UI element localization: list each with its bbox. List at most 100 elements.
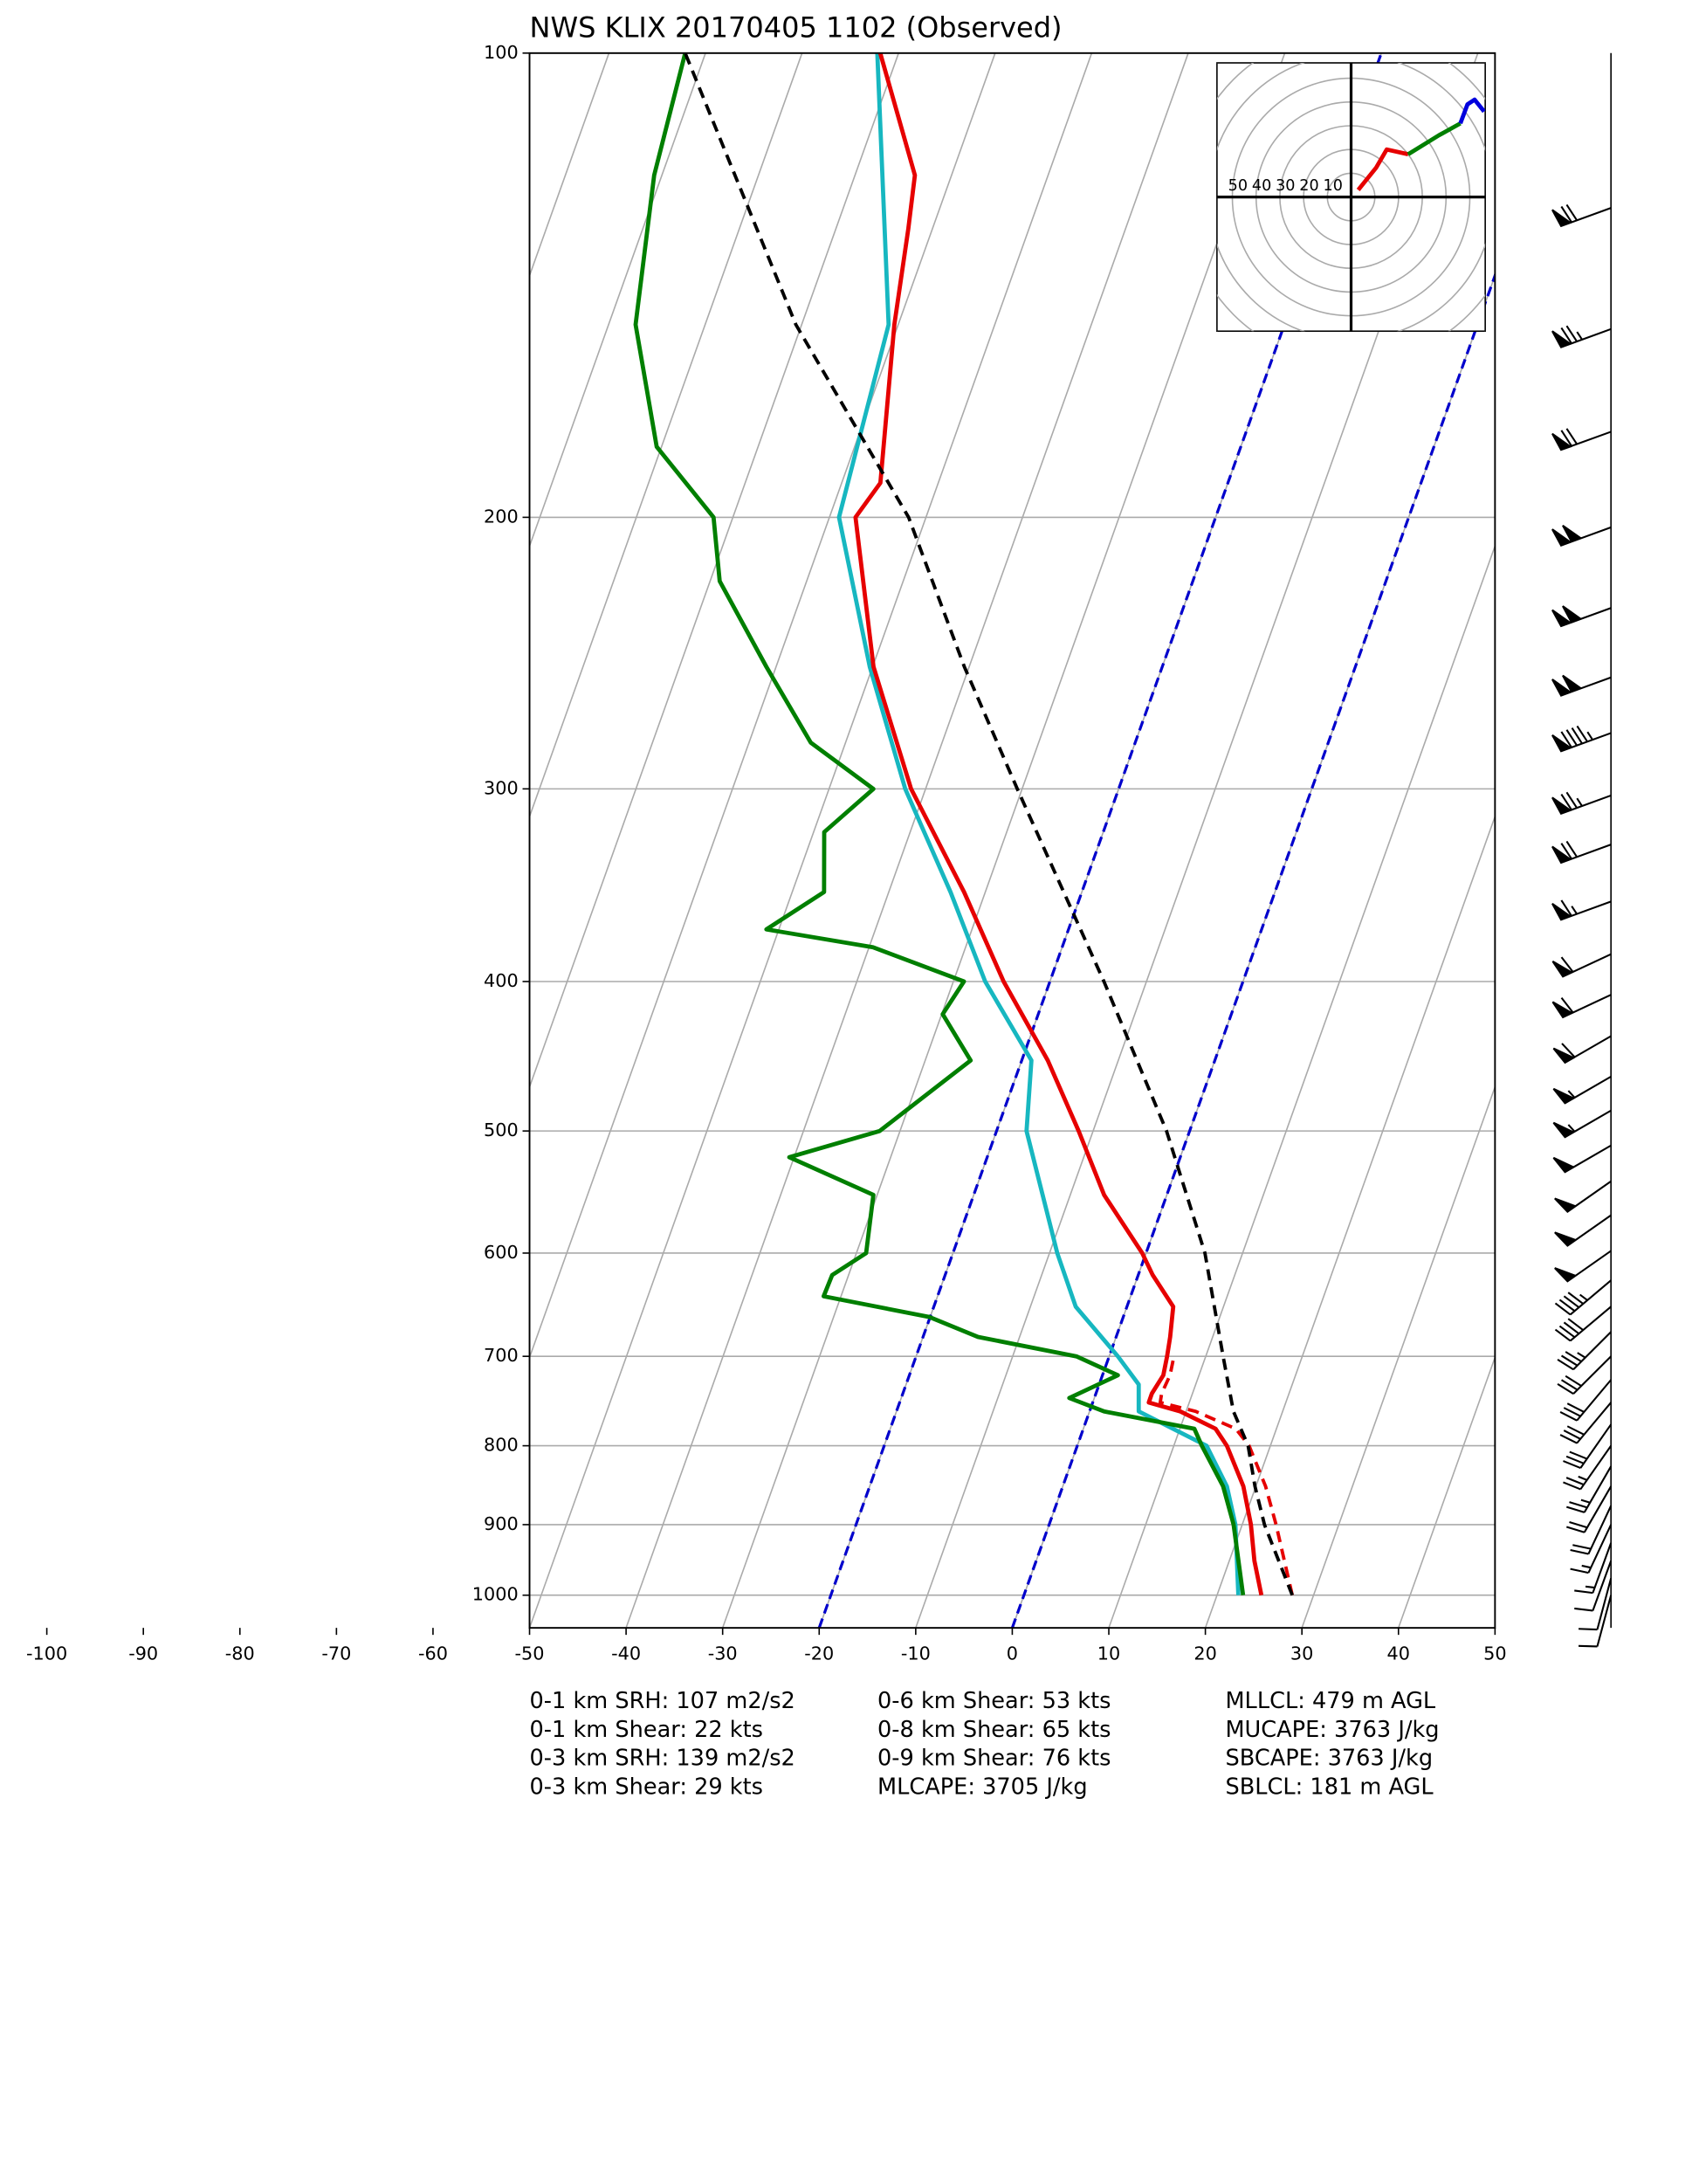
stat-line: 0-1 km Shear: 22 kts <box>530 1717 763 1743</box>
y-tick-label: 200 <box>484 506 519 527</box>
wind-barb <box>1552 1144 1612 1174</box>
x-tick-label: -80 <box>225 1643 255 1664</box>
profile-line <box>684 52 1294 1596</box>
wind-barb <box>1570 1524 1613 1574</box>
x-tick-label: 30 <box>1290 1643 1313 1664</box>
highlight-isotherm <box>817 52 1383 1629</box>
y-tick-label: 400 <box>484 970 519 991</box>
profile-line <box>836 52 1241 1595</box>
chart-title: NWS KLIX 20170405 1102 (Observed) <box>530 11 1063 45</box>
wind-barb <box>1554 1279 1612 1316</box>
hodograph-trace <box>1458 97 1486 125</box>
isotherm-grid-line <box>529 52 803 819</box>
wind-barb <box>1570 1505 1613 1555</box>
stat-line: 0-3 km SRH: 139 m2/s2 <box>530 1746 795 1772</box>
isotherm-grid-line <box>1398 1355 1496 1629</box>
x-tick-label: 0 <box>1007 1643 1018 1664</box>
wind-barb <box>1554 1250 1612 1283</box>
stat-line: MLCAPE: 3705 J/kg <box>877 1774 1088 1800</box>
isotherm-grid-line <box>529 52 996 1360</box>
hodograph-trace <box>1356 147 1409 191</box>
x-tick-label: 20 <box>1193 1643 1216 1664</box>
isotherm-grid-line <box>721 52 1286 1629</box>
wind-barb <box>1551 953 1612 978</box>
isotherm-grid-line <box>529 52 1093 1629</box>
wind-barb <box>1574 1542 1613 1595</box>
wind-barb <box>1552 1075 1612 1105</box>
x-tick-label: -20 <box>804 1643 834 1664</box>
stat-line: SBLCL: 181 m AGL <box>1225 1774 1434 1800</box>
wind-barb <box>1557 1355 1612 1395</box>
stat-line: SBCAPE: 3763 J/kg <box>1225 1746 1433 1772</box>
stat-line: 0-9 km Shear: 76 kts <box>877 1746 1111 1772</box>
wind-barbs <box>1551 203 1613 1648</box>
wind-barb <box>1565 1465 1613 1513</box>
wind-barb <box>1554 1214 1612 1247</box>
wind-barb <box>1552 1035 1612 1064</box>
wind-barb <box>1574 1560 1613 1612</box>
profile-line <box>853 52 1264 1596</box>
stat-line: 0-1 km SRH: 107 m2/s2 <box>530 1688 795 1714</box>
x-tick-label: -70 <box>321 1643 351 1664</box>
wind-barb <box>1551 840 1612 865</box>
isotherm-grid-line <box>529 52 899 1090</box>
y-tick-label: 100 <box>484 42 519 63</box>
wind-barb <box>1551 605 1612 628</box>
wind-barb <box>1551 674 1612 697</box>
wind-barb <box>1563 1423 1613 1470</box>
y-tick-label: 900 <box>484 1513 519 1534</box>
wind-barb <box>1551 524 1612 547</box>
x-tick-label: -40 <box>611 1643 641 1664</box>
wind-barb <box>1551 725 1612 753</box>
wind-barb <box>1552 1109 1612 1139</box>
wind-barb <box>1579 1578 1613 1631</box>
wind-barb <box>1551 791 1612 816</box>
x-tick-label: -100 <box>26 1643 67 1664</box>
wind-barb <box>1554 1180 1612 1213</box>
wind-barb <box>1551 203 1612 228</box>
wind-barb <box>1559 1402 1612 1444</box>
hodograph-ring-label: 20 <box>1299 177 1318 195</box>
stat-line: MLLCL: 479 m AGL <box>1225 1688 1435 1714</box>
hodograph-ring-label: 50 <box>1228 177 1248 195</box>
hodograph-ring-label: 10 <box>1324 177 1343 195</box>
x-tick-label: -30 <box>708 1643 738 1664</box>
stat-line: 0-8 km Shear: 65 kts <box>877 1717 1111 1743</box>
profile-line <box>633 52 1246 1596</box>
stat-line: 0-6 km Shear: 53 kts <box>877 1688 1111 1714</box>
x-tick-label: -60 <box>418 1643 448 1664</box>
stat-line: 0-3 km Shear: 29 kts <box>530 1774 763 1800</box>
wind-barb <box>1551 325 1612 348</box>
plot-area <box>529 52 1496 1629</box>
wind-barb <box>1565 1485 1613 1533</box>
wind-barb <box>1579 1595 1613 1648</box>
wind-barb <box>1551 994 1612 1019</box>
wind-barb <box>1551 428 1612 451</box>
hodograph: 50 40 30 20 10 <box>1216 62 1486 333</box>
x-tick-label: -50 <box>515 1643 545 1664</box>
wind-barb <box>1563 1445 1613 1491</box>
wind-barb <box>1551 899 1612 921</box>
x-tick-label: 50 <box>1483 1643 1506 1664</box>
y-tick-label: 600 <box>484 1242 519 1263</box>
y-tick-label: 700 <box>484 1345 519 1366</box>
x-tick-label: -10 <box>901 1643 931 1664</box>
isotherm-grid-line <box>1204 814 1496 1629</box>
x-tick-label: -90 <box>128 1643 158 1664</box>
hodograph-area <box>1216 63 1486 332</box>
profile-line <box>1158 1355 1295 1596</box>
x-tick-label: 10 <box>1097 1643 1120 1664</box>
highlight-isotherm <box>1010 271 1496 1629</box>
axes: -100 -90 -80 -70 -60 -50 -40 -30 -20 -10 0 10 20 30 40… <box>26 42 1507 1664</box>
stat-line: MUCAPE: 3763 J/kg <box>1225 1717 1439 1743</box>
wind-barb <box>1559 1379 1612 1422</box>
y-tick-label: 1000 <box>472 1584 519 1605</box>
y-tick-label: 800 <box>484 1435 519 1456</box>
x-tick-label: 40 <box>1387 1643 1410 1664</box>
y-tick-label: 500 <box>484 1120 519 1140</box>
wind-barb <box>1554 1306 1612 1342</box>
isotherm-grid-line <box>529 52 706 548</box>
isotherm-grid-line <box>1108 543 1496 1629</box>
